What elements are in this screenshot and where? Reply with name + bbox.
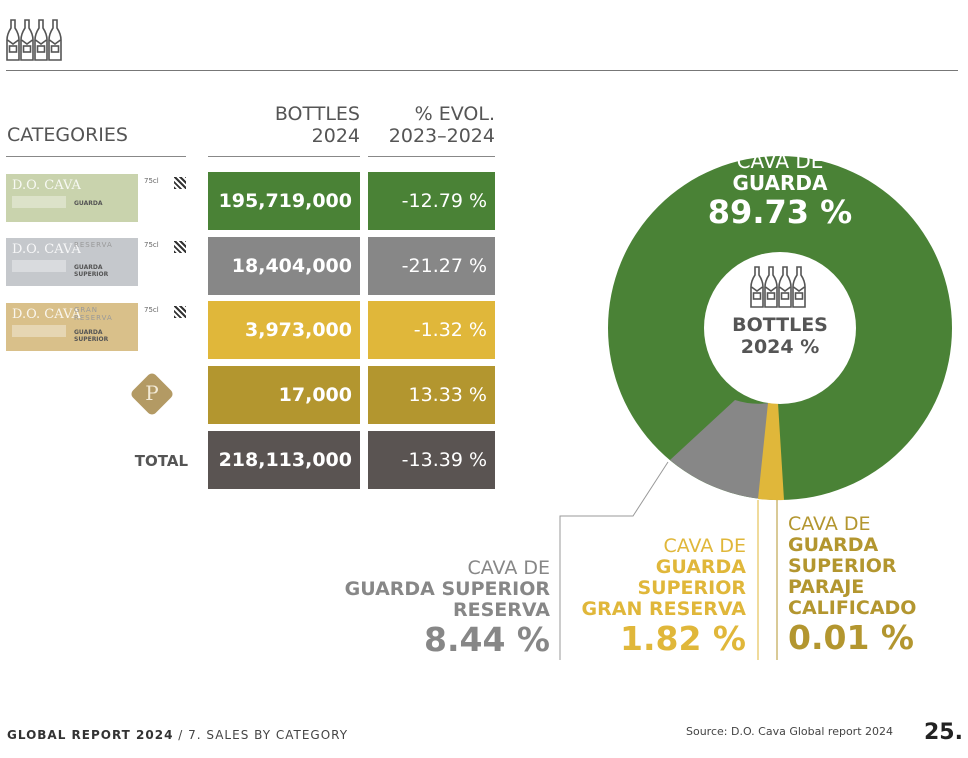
- main-label-line2: GUARDA: [732, 171, 828, 195]
- segment-reserva: [670, 400, 774, 500]
- evol-cell-guarda: -12.79 %: [368, 172, 495, 230]
- bottles-header-line1: BOTTLES: [274, 103, 360, 125]
- legend-line: CAVA DE: [788, 513, 871, 535]
- legend-line: GUARDA: [655, 556, 746, 578]
- donut-hole: [704, 252, 856, 404]
- evol-cell-paraje: 13.33 %: [368, 366, 495, 424]
- label-logo-text: D.O. CAVA: [12, 242, 81, 257]
- bottles-header-line2: 2024: [311, 125, 360, 147]
- legend-line: SUPERIOR: [637, 577, 747, 599]
- qr-code-icon: [174, 306, 186, 318]
- legend-line: GUARDA: [788, 534, 879, 556]
- footer-report: GLOBAL REPORT 2024: [7, 728, 174, 742]
- legend-gran-reserva: CAVA DE GUARDA SUPERIOR GRAN RESERVA 1.8…: [566, 536, 746, 658]
- label-strip: [12, 325, 66, 337]
- label-top-text: RESERVA: [74, 241, 113, 249]
- legend-line: GRAN RESERVA: [581, 598, 746, 620]
- center-bottles-icon: [750, 266, 806, 308]
- categories-header: CATEGORIES: [7, 124, 128, 146]
- paraje-calificado-badge: P: [129, 371, 175, 417]
- label-strip: [12, 260, 66, 272]
- categories-header-rule: [6, 156, 186, 157]
- legend-line: SUPERIOR: [788, 555, 897, 577]
- label-volume: 75cl: [144, 177, 159, 185]
- legend-line: CAVA DE: [467, 557, 550, 579]
- evol-header: % EVOL. 2023–2024: [368, 103, 495, 147]
- evol-cell-gran-reserva: -1.32 %: [368, 301, 495, 359]
- footer-section: / 7. SALES BY CATEGORY: [173, 728, 349, 742]
- champagne-bottles-icon: [6, 19, 62, 61]
- total-label: TOTAL: [134, 452, 188, 470]
- label-tag: GUARDA SUPERIOR: [74, 264, 109, 278]
- main-segment-label: CAVA DE GUARDA 89.73 %: [680, 150, 880, 230]
- footer-breadcrumb: GLOBAL REPORT 2024 / 7. SALES BY CATEGOR…: [7, 728, 348, 742]
- legend-line: RESERVA: [452, 599, 550, 621]
- legend-line: GUARDA SUPERIOR: [344, 578, 550, 600]
- label-cava-de-guarda: D.O. CAVA GUARDA 75cl: [6, 174, 188, 222]
- evol-header-rule: [368, 156, 495, 157]
- leader-line-reserva: [559, 461, 669, 660]
- main-label-value: 89.73 %: [707, 193, 853, 231]
- label-logo-text: D.O. CAVA: [12, 178, 81, 193]
- bottles-cell-gran-reserva: 3,973,000: [208, 301, 360, 359]
- label-strip: [12, 196, 66, 208]
- bottles-cell-reserva: 18,404,000: [208, 237, 360, 295]
- paraje-badge-letter: P: [145, 381, 159, 405]
- evol-header-line1: % EVOL.: [414, 103, 495, 125]
- evol-cell-total: -13.39 %: [368, 431, 495, 489]
- bottles-cell-guarda: 195,719,000: [208, 172, 360, 230]
- legend-value: 8.44 %: [424, 620, 550, 659]
- label-top-text: GRAN RESERVA: [74, 306, 113, 322]
- legend-reserva: CAVA DE GUARDA SUPERIOR RESERVA 8.44 %: [330, 558, 550, 659]
- qr-code-icon: [174, 177, 186, 189]
- label-tag: GUARDA SUPERIOR: [74, 329, 109, 343]
- footer-source: Source: D.O. Cava Global report 2024: [686, 725, 893, 738]
- evol-cell-reserva: -21.27 %: [368, 237, 495, 295]
- segment-gran-reserva: [758, 403, 784, 501]
- legend-paraje: CAVA DE GUARDA SUPERIOR PARAJE CALIFICAD…: [788, 514, 963, 657]
- center-line1: BOTTLES: [732, 314, 828, 336]
- label-volume: 75cl: [144, 241, 159, 249]
- label-volume: 75cl: [144, 306, 159, 314]
- main-label-line1: CAVA DE: [736, 149, 824, 173]
- bottles-cell-paraje: 17,000: [208, 366, 360, 424]
- legend-value: 1.82 %: [620, 619, 746, 658]
- legend-line: CALIFICADO: [788, 597, 917, 619]
- legend-value: 0.01 %: [788, 618, 914, 657]
- label-guarda-superior-reserva: D.O. CAVA RESERVA GUARDA SUPERIOR 75cl: [6, 238, 188, 286]
- header-divider: [6, 70, 958, 71]
- donut-center-label: BOTTLES 2024 %: [700, 314, 860, 358]
- qr-code-icon: [174, 241, 186, 253]
- evol-header-line2: 2023–2024: [388, 125, 495, 147]
- bottles-header: BOTTLES 2024: [208, 103, 360, 147]
- legend-line: CAVA DE: [663, 535, 746, 557]
- legend-line: PARAJE: [788, 576, 865, 598]
- page-number: 25.: [924, 720, 963, 745]
- bottles-header-rule: [208, 156, 360, 157]
- bottles-cell-total: 218,113,000: [208, 431, 360, 489]
- center-line2: 2024 %: [740, 336, 820, 358]
- label-guarda-superior-gran-reserva: D.O. CAVA GRAN RESERVA GUARDA SUPERIOR 7…: [6, 303, 188, 351]
- label-tag: GUARDA: [74, 200, 103, 207]
- label-logo-text: D.O. CAVA: [12, 307, 81, 322]
